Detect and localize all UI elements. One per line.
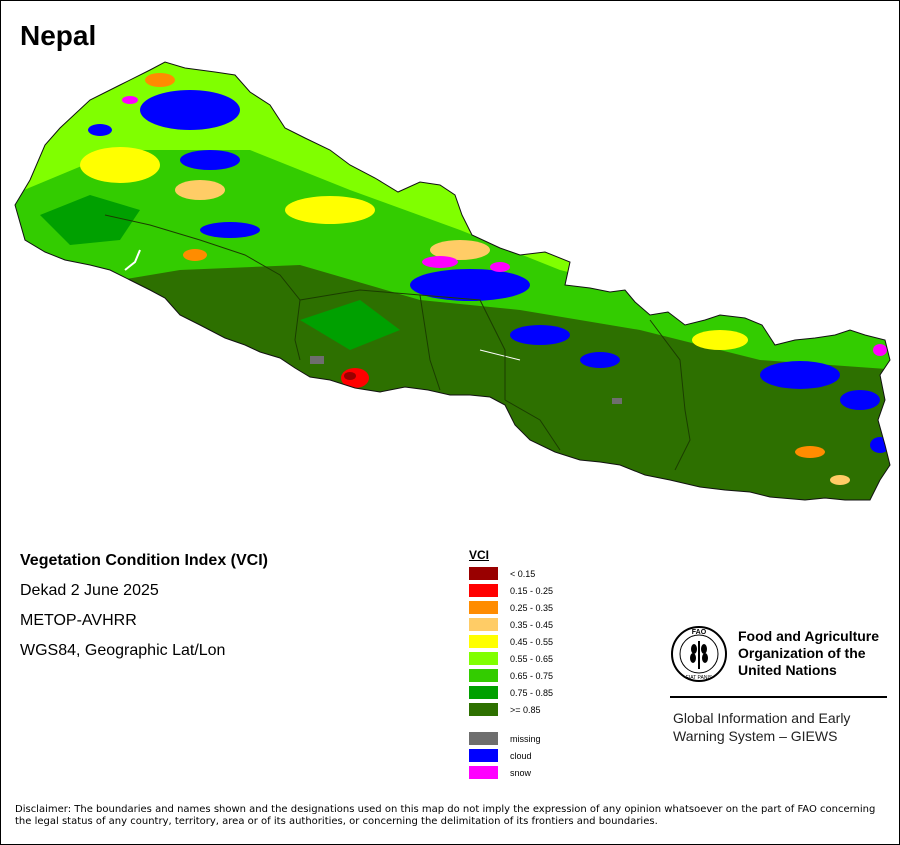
legend-label: 0.15 - 0.25 — [510, 585, 554, 596]
legend-swatch — [469, 652, 498, 665]
legend-label: 0.75 - 0.85 — [510, 687, 554, 698]
giews-line2: Warning System – GIEWS — [673, 728, 838, 744]
legend-swatch — [469, 635, 498, 648]
legend-swatch — [469, 766, 498, 779]
legend-swatch — [469, 669, 498, 682]
legend-class-row: 0.15 - 0.25 — [469, 582, 553, 599]
giews-line1: Global Information and Early — [673, 710, 851, 726]
legend-class-row: 0.35 - 0.45 — [469, 616, 553, 633]
legend-label: 0.55 - 0.65 — [510, 653, 554, 664]
legend-other-row: missing — [469, 730, 553, 747]
legend-swatch — [469, 618, 498, 631]
legend-class-row: 0.75 - 0.85 — [469, 684, 553, 701]
legend-label: >= 0.85 — [510, 704, 541, 715]
fao-name-line3: United Nations — [738, 662, 837, 678]
index-name: Vegetation Condition Index (VCI) — [20, 552, 268, 569]
legend-class-row: < 0.15 — [469, 565, 553, 582]
legend-label: cloud — [510, 750, 532, 761]
legend-label: 0.65 - 0.75 — [510, 670, 554, 681]
legend-class-row: 0.45 - 0.55 — [469, 633, 553, 650]
fao-logo-motto: FIAT PANIS — [686, 675, 713, 681]
fao-branding: FAO FIAT PANIS Food and Agriculture Orga… — [670, 625, 890, 744]
legend-swatch — [469, 749, 498, 762]
legend-label: missing — [510, 733, 541, 744]
legend-label: snow — [510, 767, 532, 778]
legend-swatch — [469, 703, 498, 716]
legend-other-row: cloud — [469, 747, 553, 764]
vci-map — [0, 55, 900, 515]
legend-class-row: 0.25 - 0.35 — [469, 599, 553, 616]
legend-other: missing cloud snow — [469, 730, 553, 781]
sensor-label: METOP-AVHRR — [20, 612, 137, 629]
legend-swatch — [469, 732, 498, 745]
legend-classes: < 0.15 0.15 - 0.25 0.25 - 0.35 0.35 - 0.45 0… — [469, 565, 553, 718]
vci-legend: VCI < 0.15 0.15 - 0.25 0.25 - 0.35 0.35 - 0… — [469, 548, 553, 781]
fao-name-line2: Organization of the — [738, 645, 866, 661]
fao-logo-letters: FAO — [692, 629, 707, 636]
legend-class-row: 0.55 - 0.65 — [469, 650, 553, 667]
fao-name: Food and Agriculture Organization of the… — [738, 628, 879, 679]
fao-divider — [670, 696, 887, 698]
legend-swatch — [469, 686, 498, 699]
disclaimer: Disclaimer: The boundaries and names sho… — [15, 804, 876, 827]
legend-swatch — [469, 567, 498, 580]
legend-label: < 0.15 — [510, 568, 536, 579]
legend-label: 0.45 - 0.55 — [510, 636, 554, 647]
legend-class-row: 0.65 - 0.75 — [469, 667, 553, 684]
period-label: Dekad 2 June 2025 — [20, 582, 159, 599]
fao-name-line1: Food and Agriculture — [738, 628, 880, 644]
legend-title: VCI — [469, 548, 490, 562]
fao-logo-icon: FAO FIAT PANIS — [671, 626, 727, 682]
giews-label: Global Information and Early Warning Sys… — [673, 709, 850, 745]
legend-other-row: snow — [469, 764, 553, 781]
legend-swatch — [469, 601, 498, 614]
projection-label: WGS84, Geographic Lat/Lon — [20, 642, 226, 659]
legend-label: 0.35 - 0.45 — [510, 619, 554, 630]
legend-label: 0.25 - 0.35 — [510, 602, 554, 613]
legend-swatch — [469, 584, 498, 597]
map-title: Nepal — [20, 20, 97, 51]
legend-class-row: >= 0.85 — [469, 701, 553, 718]
map-info: Vegetation Condition Index (VCI) Dekad 2… — [20, 552, 268, 672]
